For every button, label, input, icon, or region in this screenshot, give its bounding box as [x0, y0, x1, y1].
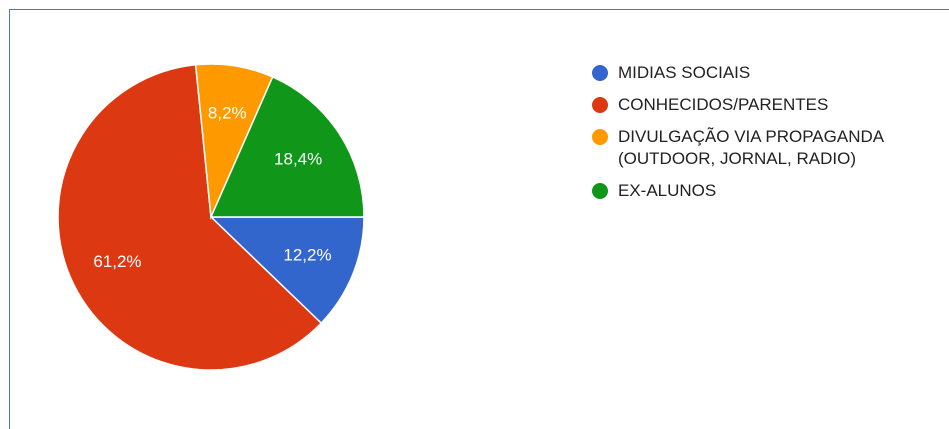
legend-label: EX-ALUNOS	[618, 181, 717, 200]
legend-swatch	[592, 65, 608, 81]
pie-slice	[209, 75, 365, 218]
legend-swatch	[592, 97, 608, 113]
legend-item: MIDIAS SOCIAIS	[592, 62, 947, 84]
frame	[9, 9, 949, 429]
pie-slice	[57, 63, 323, 371]
legend-item: DIVULGAÇÃO VIA PROPAGANDA (OUTDOOR, JORN…	[592, 126, 947, 170]
legend-swatch	[592, 183, 608, 199]
legend-label: CONHECIDOS/PARENTES	[618, 95, 829, 114]
legend-label: MIDIAS SOCIAIS	[618, 63, 751, 82]
data-label: 61,2%	[93, 252, 141, 271]
data-label: 8,2%	[208, 104, 247, 123]
legend-item: EX-ALUNOS	[592, 180, 947, 202]
legend-swatch	[592, 129, 608, 145]
legend-label: DIVULGAÇÃO VIA PROPAGANDA (OUTDOOR, JORN…	[618, 127, 884, 168]
legend-item: CONHECIDOS/PARENTES	[592, 94, 947, 116]
data-label: 12,2%	[283, 245, 331, 264]
data-label: 18,4%	[274, 150, 322, 169]
pie-slice	[209, 216, 365, 325]
legend: MIDIAS SOCIAIS CONHECIDOS/PARENTES DIVULGA…	[592, 62, 947, 212]
